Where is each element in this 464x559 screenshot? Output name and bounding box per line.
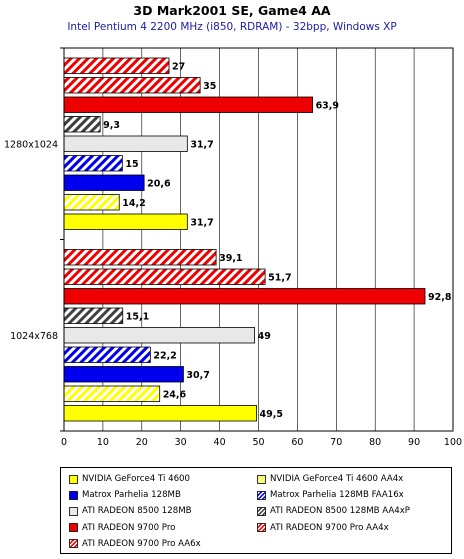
x-tick-label: 10 (97, 437, 109, 448)
x-tick-label: 100 (444, 437, 462, 448)
legend-label: ATI RADEON 9700 Pro (82, 522, 176, 533)
bar (63, 57, 170, 74)
legend-item: ATI RADEON 9700 Pro AA6x (69, 536, 201, 552)
legend-swatch (69, 523, 78, 532)
value-label: 9,3 (103, 120, 120, 131)
bar (63, 346, 151, 363)
x-tick-label: 80 (369, 437, 381, 448)
x-tick-label: 70 (330, 437, 342, 448)
value-label: 63,9 (316, 100, 339, 111)
legend-swatch (69, 506, 78, 516)
bar (63, 307, 124, 324)
legend-swatch (69, 474, 78, 484)
x-tick-label: 20 (136, 437, 148, 448)
legend-label: ATI RADEON 9700 Pro AA6x (82, 538, 201, 549)
bar (63, 155, 123, 172)
legend-swatch (69, 539, 78, 549)
chart-title: 3D Mark2001 SE, Game4 AA (133, 3, 331, 18)
bar (63, 213, 188, 230)
value-labels: 31,7 14,220,6 15 31,7 9,3 63,9 35 27 49,5 24,6 30,… (103, 61, 452, 420)
bar (63, 366, 184, 383)
legend-label: ATI RADEON 8500 128MB (82, 506, 192, 517)
legend-item: ATI RADEON 8500 128MB AA4xP (257, 503, 410, 519)
value-label: 22,2 (153, 350, 176, 361)
category-label: 1280x1024 (4, 139, 58, 150)
value-label: 35 (203, 81, 216, 92)
plot-border (63, 47, 454, 432)
legend-label: ATI RADEON 8500 128MB AA4xP (270, 506, 410, 517)
legend-swatch (257, 523, 266, 532)
bar (63, 249, 217, 266)
bar (63, 174, 145, 191)
value-label: 14,2 (122, 198, 145, 209)
value-label: 31,7 (190, 217, 213, 228)
bar (63, 77, 201, 94)
value-label: 15 (125, 159, 138, 170)
x-tick-label: 50 (252, 437, 264, 448)
legend-label: NVIDIA GeForce4 Ti 4600 AA4x (270, 474, 404, 484)
bar (63, 385, 161, 402)
legend-swatch (69, 490, 78, 500)
legend-swatch (257, 506, 266, 516)
legend-label: Matrox Parhelia 128MB FAA16x (270, 490, 404, 501)
value-label: 49 (258, 331, 271, 342)
value-label: 51,7 (268, 272, 291, 283)
value-label: 39,1 (219, 253, 242, 264)
value-label: 15,1 (126, 311, 149, 322)
legend-item: ATI RADEON 9700 Pro (69, 520, 175, 536)
value-label: 24,6 (163, 389, 187, 400)
legend-label: ATI RADEON 9700 Pro AA4x (270, 522, 389, 533)
category-label: 1024x768 (10, 331, 58, 342)
legend-item: ATI RADEON 8500 128MB (69, 503, 192, 519)
x-tick-label: 60 (291, 437, 303, 448)
legend-item: NVIDIA GeForce4 Ti 4600 AA4x (257, 471, 403, 487)
legend-item: ATI RADEON 9700 Pro AA4x (257, 520, 389, 536)
legend-label: Matrox Parhelia 128MB (82, 490, 181, 501)
x-tick-label: 30 (175, 437, 187, 448)
value-label: 31,7 (190, 139, 213, 150)
legend-swatch (257, 490, 266, 500)
x-tick-label: 40 (214, 437, 226, 448)
bar (63, 116, 101, 133)
bar (63, 194, 120, 211)
bar (63, 405, 257, 422)
value-label: 92,8 (428, 292, 452, 303)
legend-swatch (257, 474, 266, 484)
value-label: 27 (172, 61, 185, 72)
bar-chart: 31,7 14,220,6 15 31,7 9,3 63,9 35 27 49,5 24,6 30,… (4, 47, 462, 448)
value-label: 20,6 (147, 178, 171, 189)
legend-item: Matrox Parhelia 128MB (69, 487, 181, 503)
x-tick-label: 0 (61, 437, 67, 448)
value-label: 49,5 (260, 409, 283, 420)
legend-item: Matrox Parhelia 128MB FAA16x (257, 487, 404, 503)
bar (63, 96, 313, 113)
legend: NVIDIA GeForce4 Ti 4600 NVIDIA GeForce4 T… (60, 467, 452, 554)
bar (63, 327, 256, 344)
bar (63, 135, 188, 152)
value-label: 30,7 (186, 370, 209, 381)
legend-item: NVIDIA GeForce4 Ti 4600 (69, 471, 190, 487)
bar (63, 288, 426, 305)
legend-label: NVIDIA GeForce4 Ti 4600 (82, 474, 190, 484)
axes: 0 10 20 30 40 50 60 70 80 90 100 1280x1024 1024x768 (4, 47, 462, 448)
bar (63, 268, 266, 285)
bars (63, 57, 426, 422)
x-tick-label: 90 (408, 437, 420, 448)
chart-subtitle: Intel Pentium 4 2200 MHz (i850, RDRAM) -… (67, 21, 397, 33)
